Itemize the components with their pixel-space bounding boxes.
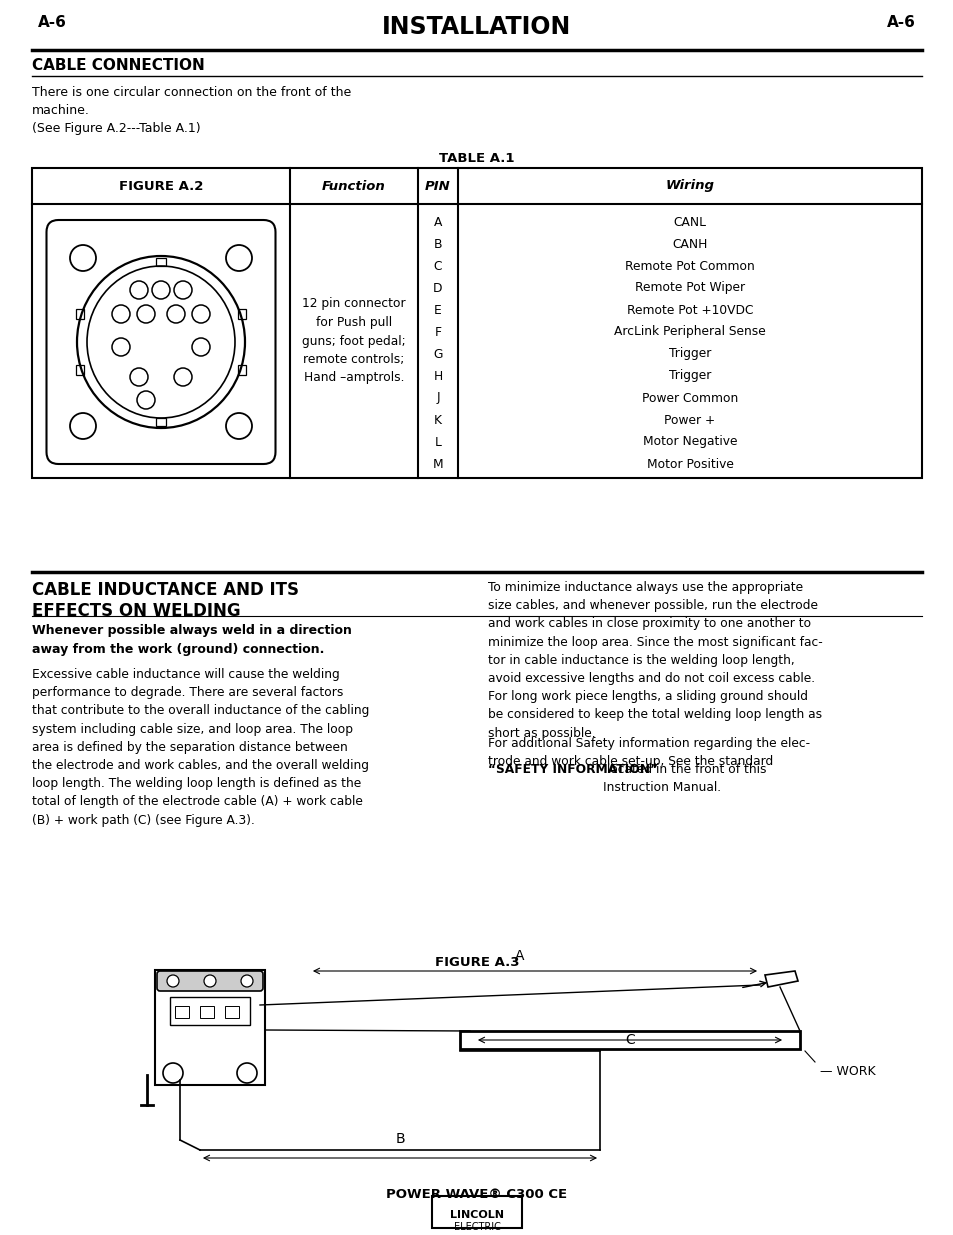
Text: M: M [433,457,443,471]
Text: located in the front of this
Instruction Manual.: located in the front of this Instruction… [602,763,765,794]
Bar [76,309,84,319]
Text: A-6: A-6 [886,15,915,30]
Text: LINCOLN: LINCOLN [450,1210,503,1220]
Text: Remote Pot Common: Remote Pot Common [624,259,754,273]
Bar [225,1007,239,1018]
Text: FIGURE A.3: FIGURE A.3 [435,956,518,969]
Text: ELECTRIC: ELECTRIC [453,1221,500,1233]
Text: G: G [433,347,442,361]
Text: Wiring: Wiring [665,179,714,193]
Text: There is one circular connection on the front of the
machine.
(See Figure A.2---: There is one circular connection on the … [32,86,351,135]
Text: Power +: Power + [663,414,715,426]
Text: Trigger: Trigger [668,347,710,361]
Text: To minimize inductance always use the appropriate
size cables, and whenever poss: To minimize inductance always use the ap… [488,580,821,740]
FancyBboxPatch shape [47,220,275,464]
Bar [237,366,246,375]
Text: POWER WAVE® C300 CE: POWER WAVE® C300 CE [386,1188,567,1200]
Text: — WORK: — WORK [820,1065,875,1078]
Text: Motor Positive: Motor Positive [646,457,733,471]
Bar [154,969,265,1086]
Text: Whenever possible always weld in a direction
away from the work (ground) connect: Whenever possible always weld in a direc… [32,624,352,656]
Text: E: E [434,304,441,316]
Text: H: H [433,369,442,383]
Text: K: K [434,414,441,426]
Circle shape [241,974,253,987]
Text: Function: Function [322,179,385,193]
Text: Power Common: Power Common [641,391,738,405]
Polygon shape [764,971,797,987]
Text: INSTALLATION: INSTALLATION [382,15,571,40]
Text: 12 pin connector
for Push pull
guns; foot pedal;
remote controls;
Hand –amptrols: 12 pin connector for Push pull guns; foo… [302,298,405,384]
Text: EFFECTS ON WELDING: EFFECTS ON WELDING [32,601,240,620]
Text: C: C [624,1032,634,1047]
FancyBboxPatch shape [157,971,263,990]
Bar [76,366,84,375]
Bar [432,1195,521,1228]
Bar [174,1007,189,1018]
Text: L: L [435,436,441,448]
Text: C: C [434,259,442,273]
Text: “SAFETY INFORMATION”: “SAFETY INFORMATION” [488,763,658,776]
Text: Remote Pot +10VDC: Remote Pot +10VDC [626,304,753,316]
Text: Motor Negative: Motor Negative [642,436,737,448]
Text: Remote Pot Wiper: Remote Pot Wiper [635,282,744,294]
Bar [200,1007,213,1018]
Text: CABLE INDUCTANCE AND ITS: CABLE INDUCTANCE AND ITS [32,580,298,599]
Circle shape [167,974,179,987]
Text: F: F [434,326,441,338]
Bar [156,258,166,266]
Bar [237,309,246,319]
Text: D: D [433,282,442,294]
Circle shape [204,974,215,987]
Bar [459,1031,800,1049]
Text: A-6: A-6 [38,15,67,30]
Bar [170,997,250,1025]
Bar [32,168,921,478]
Text: Excessive cable inductance will cause the welding
performance to degrade. There : Excessive cable inductance will cause th… [32,668,369,826]
Text: B: B [395,1132,404,1146]
Text: CANL: CANL [673,215,706,228]
Text: A: A [434,215,442,228]
Text: For additional Safety information regarding the elec-
trode and work cable set-u: For additional Safety information regard… [488,737,809,787]
Text: FIGURE A.2: FIGURE A.2 [119,179,203,193]
Text: Trigger: Trigger [668,369,710,383]
Text: ArcLink Peripheral Sense: ArcLink Peripheral Sense [614,326,765,338]
Text: A: A [515,948,524,963]
Text: CABLE CONNECTION: CABLE CONNECTION [32,58,205,73]
Text: PIN: PIN [425,179,451,193]
Text: CANH: CANH [672,237,707,251]
Text: J: J [436,391,439,405]
Bar [156,417,166,426]
Text: TABLE A.1: TABLE A.1 [438,152,515,165]
Text: B: B [434,237,442,251]
